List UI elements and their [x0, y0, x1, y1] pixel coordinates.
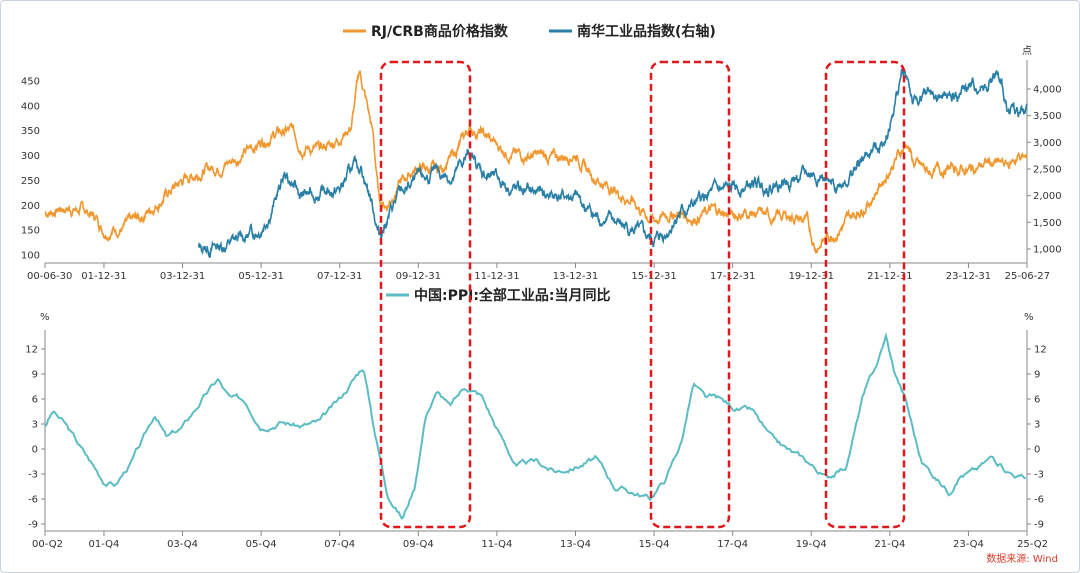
top-x-tick-label: 13-12-31 [553, 271, 598, 282]
bottom-right-tick-label: 6 [1034, 395, 1040, 406]
top-x-tick-label: 23-12-31 [946, 271, 991, 282]
legend-bottom: 中国:PPI:全部工业品:当月同比 [386, 287, 611, 304]
top-left-tick-label: 350 [21, 126, 40, 137]
top-left-tick-label: 450 [21, 77, 40, 88]
bottom-right-tick-label: -9 [1034, 520, 1044, 531]
top-x-tick-label: 19-12-31 [789, 271, 834, 282]
top-left-tick-label: 100 [21, 251, 40, 262]
bottom-left-tick-label: 12 [25, 345, 38, 356]
top-left-tick-label: 200 [21, 201, 40, 212]
bottom-right-tick-label: 12 [1034, 345, 1047, 356]
top-x-tick-label: 03-12-31 [160, 271, 205, 282]
bottom-left-tick-label: 6 [32, 395, 38, 406]
top-right-tick-label: 2,000 [1033, 191, 1062, 202]
legend-nanhua-label: 南华工业品指数(右轴) [577, 23, 716, 40]
right-axis-unit-bottom: % [1024, 312, 1034, 323]
top-left-tick-label: 150 [21, 226, 40, 237]
bottom-x-tick-label: 15-Q4 [639, 539, 670, 550]
bottom-x-tick-label: 17-Q4 [717, 539, 748, 550]
top-left-tick-label: 400 [21, 101, 40, 112]
bottom-x-tick-label: 07-Q4 [324, 539, 355, 550]
top-right-tick-label: 3,000 [1033, 138, 1062, 149]
top-left-tick-label: 250 [21, 176, 40, 187]
legend-rj-crb-label: RJ/CRB商品价格指数 [371, 23, 509, 40]
series-line-ppi [44, 331, 1027, 520]
top-x-tick-label: 00-06-30 [27, 271, 72, 282]
bottom-x-tick-label: 09-Q4 [403, 539, 434, 550]
bottom-left-tick-label: -9 [28, 520, 38, 531]
bottom-x-tick-label: 21-Q4 [874, 539, 905, 550]
bottom-right-tick-label: 0 [1034, 445, 1040, 456]
bottom-left-tick-label: -6 [28, 495, 38, 506]
bottom-x-tick-label: 23-Q4 [953, 539, 984, 550]
top-right-tick-label: 2,500 [1033, 165, 1062, 176]
bottom-x-tick-label: 25-Q2 [1017, 539, 1048, 550]
bottom-x-tick-label: 05-Q4 [246, 539, 277, 550]
series-line-rj-crb [44, 69, 1028, 254]
bottom-x-tick-label: 11-Q4 [481, 539, 512, 550]
bottom-right-tick-label: -6 [1034, 495, 1044, 506]
bottom-x-tick-label: 01-Q4 [88, 539, 119, 550]
bottom-left-tick-label: 9 [32, 370, 38, 381]
top-x-tick-label: 15-12-31 [631, 271, 676, 282]
right-axis-unit-top: 点 [1022, 45, 1032, 57]
highlight-box-2008 [379, 60, 472, 529]
top-x-tick-label: 09-12-31 [396, 271, 441, 282]
bottom-right-tick-label: -3 [1034, 470, 1044, 481]
top-x-tick-label: 21-12-31 [867, 271, 912, 282]
top-x-tick-label: 17-12-31 [710, 271, 755, 282]
bottom-x-tick-label: 19-Q4 [796, 539, 827, 550]
legend-ppi-label: 中国:PPI:全部工业品:当月同比 [414, 287, 611, 304]
top-right-tick-label: 1,500 [1033, 218, 1062, 229]
bottom-x-tick-label: 00-Q2 [32, 539, 63, 550]
bottom-x-tick-label: 03-Q4 [167, 539, 198, 550]
top-left-tick-label: 300 [21, 151, 40, 162]
top-right-tick-label: 1,000 [1033, 245, 1062, 256]
top-x-tick-label: 11-12-31 [474, 271, 519, 282]
top-x-tick-label: 01-12-31 [81, 271, 126, 282]
legend-top: RJ/CRB商品价格指数 南华工业品指数(右轴) [343, 23, 716, 40]
highlight-box-2015 [649, 60, 731, 529]
top-right-tick-label: 4,000 [1033, 85, 1062, 96]
bottom-left-tick-label: 3 [32, 420, 38, 431]
series-line-nanhua [197, 68, 1028, 258]
bottom-right-tick-label: 3 [1034, 420, 1040, 431]
source-note: 数据来源: Wind [986, 552, 1058, 565]
bottom-left-tick-label: -3 [28, 470, 38, 481]
left-axis-unit-bottom: % [40, 312, 50, 323]
bottom-left-tick-label: 0 [32, 445, 38, 456]
top-x-tick-label: 07-12-31 [317, 271, 362, 282]
bottom-x-tick-label: 13-Q4 [560, 539, 591, 550]
top-x-tick-label: 25-06-27 [1005, 271, 1050, 282]
highlight-box-2020 [824, 60, 906, 529]
bottom-right-tick-label: 9 [1034, 370, 1040, 381]
top-right-tick-label: 3,500 [1033, 111, 1062, 122]
top-x-tick-label: 05-12-31 [238, 271, 283, 282]
